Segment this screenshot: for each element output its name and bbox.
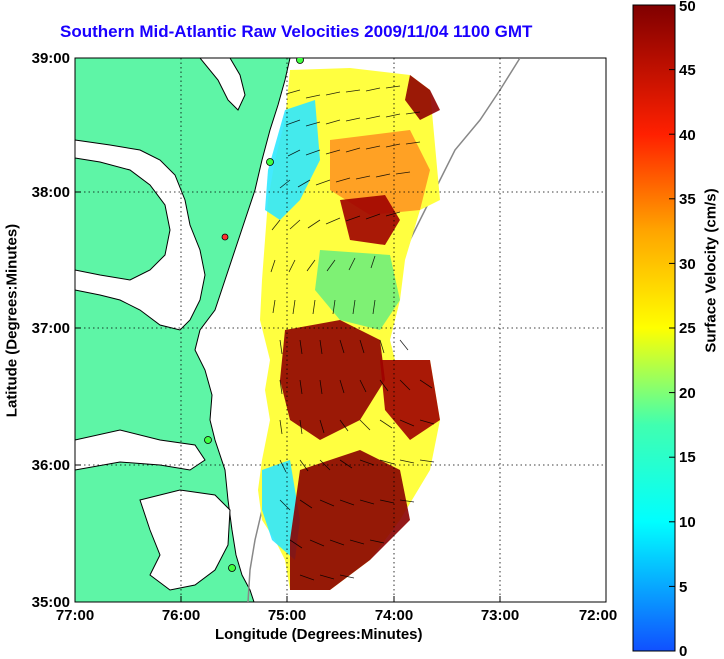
colorbar-tick-label: 0 [679,643,687,659]
velocity-field-north-tip [405,75,440,120]
station-marker [296,58,304,64]
pamlico-sound [139,489,231,591]
velocity-field-orange [330,130,430,215]
velocity-field-high-north [340,195,400,245]
velocity-field-high-south [290,450,410,590]
x-tick-label: 74:00 [375,607,413,624]
velocity-field-high-east [380,360,440,440]
velocity-field-high-mid [280,320,385,440]
colorbar-tick-label: 35 [679,191,696,208]
velocity-field-cyan-south [262,460,300,560]
chesapeake-bay [75,139,206,331]
colorbar-tick-label: 25 [679,320,696,337]
y-tick-label: 37:00 [32,320,70,337]
colorbar-tick-label: 30 [679,256,696,273]
colorbar [632,4,676,652]
y-tick-label: 39:00 [32,50,70,67]
colorbar-tick-label: 10 [679,514,696,531]
y-axis-label: Latitude (Degrees:Minutes) [3,223,21,418]
y-tick-label: 35:00 [32,594,70,611]
colorbar-tick-label: 15 [679,449,696,466]
colorbar-tick-label: 40 [679,127,696,144]
land-mass [75,58,291,602]
station-marker [221,233,229,241]
station-marker [204,436,212,444]
colorbar-tick-label: 20 [679,385,696,402]
delaware-bay [199,58,246,111]
colorbar-tick-label: 5 [679,579,687,596]
x-tick-label: 77:00 [56,607,94,624]
velocity-field-cyan [265,100,320,220]
y-tick-label: 38:00 [32,184,70,201]
x-tick-label: 75:00 [268,607,306,624]
colorbar-tick-label: 50 [679,0,696,15]
colorbar-ticks [669,69,675,587]
velocity-arrows [270,85,435,581]
x-tick-label: 72:00 [579,607,617,624]
station-marker [228,564,236,572]
axis-ticks [75,191,501,602]
velocity-field-green [315,250,400,330]
chart-title: Southern Mid-Atlantic Raw Velocities 200… [60,22,533,41]
y-tick-label: 36:00 [32,457,70,474]
station-marker [266,158,274,166]
colorbar-label: Surface Velocity (cm/s) [702,188,720,353]
x-tick-label: 73:00 [481,607,519,624]
x-tick-label: 76:00 [162,607,200,624]
x-axis-label: Longitude (Degrees:Minutes) [215,626,423,643]
colorbar-tick-label: 45 [679,62,696,79]
grid-lines [75,58,606,602]
